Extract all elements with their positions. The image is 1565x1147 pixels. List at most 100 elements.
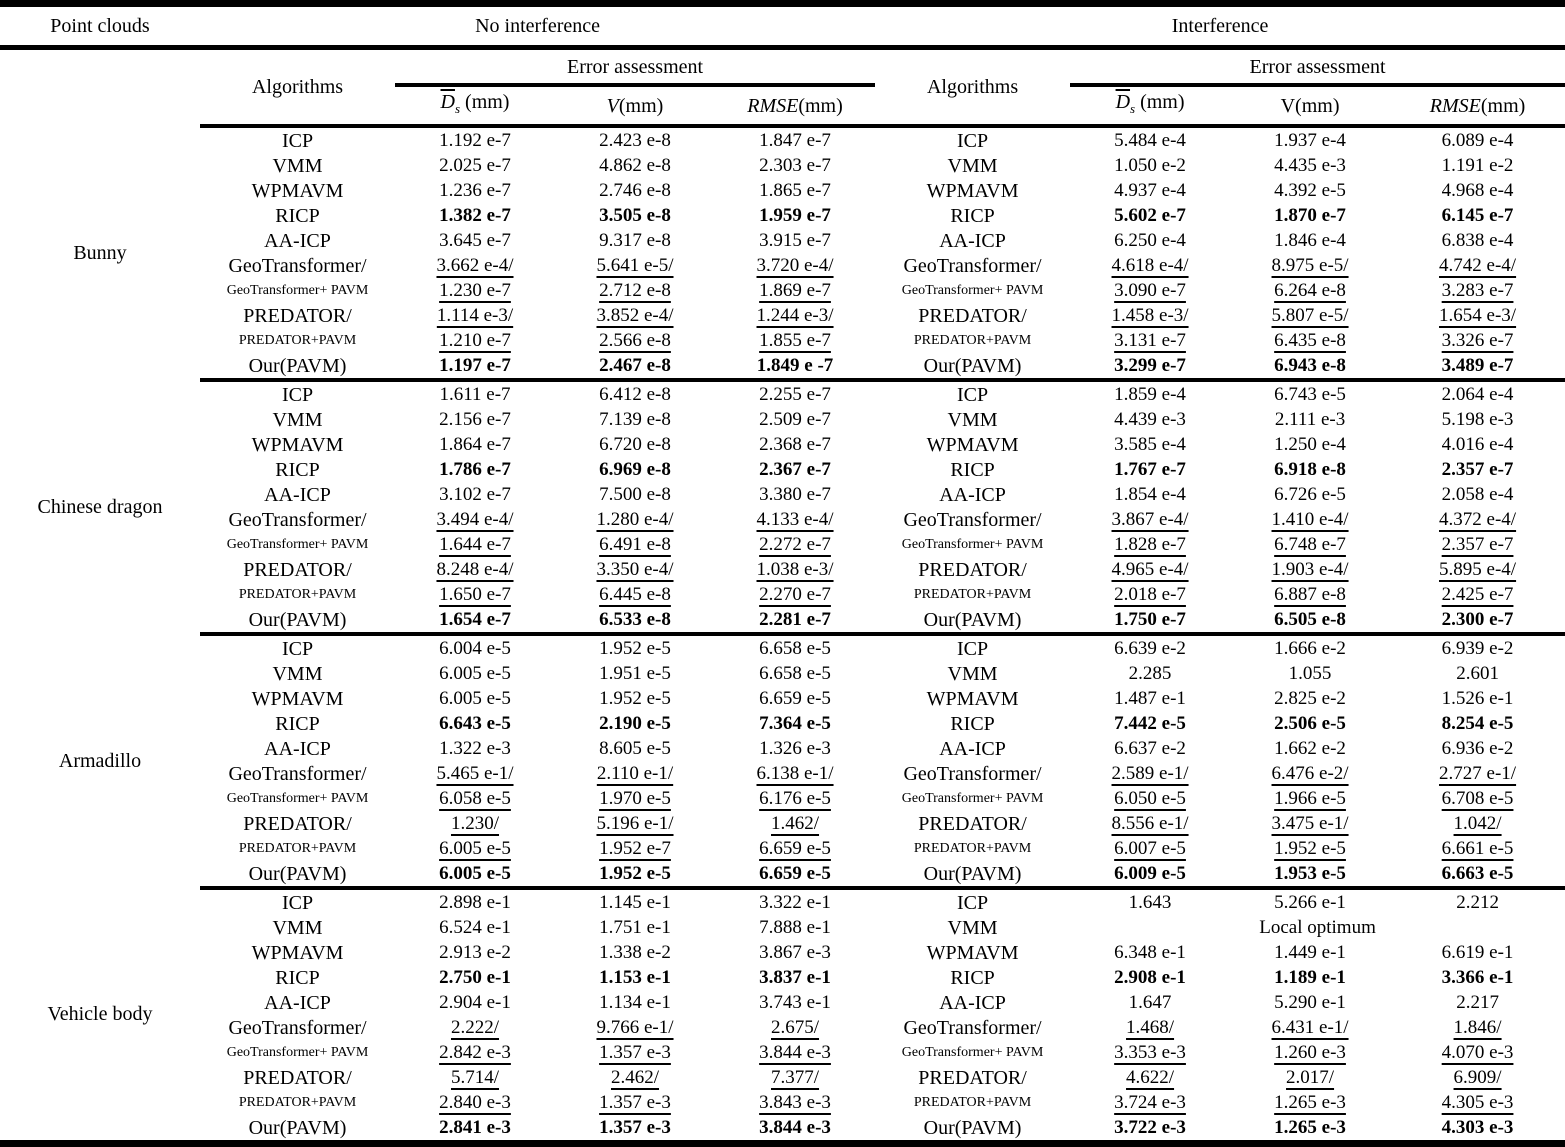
underlined-value: 6.058 e-5: [439, 787, 511, 809]
metric-value-cell: 6.348 e-1: [1114, 941, 1186, 963]
underlined-value: 2.357 e-7: [1441, 533, 1514, 555]
rmse-unit: (mm): [1480, 94, 1526, 117]
metric-value-cell: 1.869 e-7: [715, 278, 875, 303]
metric-value-cell: 2.462/: [555, 1065, 715, 1090]
table-row: WPMAVM 1.236 e-7 2.746 e-8 1.865 e-7 WPMAVM 4…: [0, 178, 1565, 203]
metric-value-cell: 1.849 e -7: [715, 353, 876, 382]
metric-value-cell: 2.190 e-5: [599, 712, 671, 734]
metric-value-cell: 1.750 e-7: [1070, 607, 1231, 636]
metric-value-cell: 6.943 e-8: [1230, 353, 1391, 382]
algorithm-label: PREDATOR/: [918, 558, 1027, 581]
underlined-value: 3.283 e-7: [1441, 279, 1514, 301]
underlined-value: 1.458 e-3/: [1111, 304, 1189, 326]
table-row: Our(PAVM) 6.005 e-5 1.952 e-5 6.659 e-5 Our(…: [0, 861, 1565, 890]
algorithm-label: PREDATOR+PAVM: [913, 332, 1032, 348]
metric-value-cell: 3.724 e-3: [1070, 1090, 1230, 1115]
metric-value-cell: 6.476 e-2/: [1230, 761, 1390, 786]
underlined-value: 6.176 e-5: [759, 787, 831, 809]
metric-value-cell: 3.837 e-1: [759, 966, 831, 988]
metric-value-cell: 6.643 e-5: [439, 712, 511, 734]
algorithm-label: GeoTransformer+ PAVM: [226, 282, 369, 298]
metric-value-cell: 6.005 e-5: [395, 861, 555, 890]
metric-value-cell: 1.250 e-4: [1274, 433, 1346, 455]
metric-value-cell: 1.865 e-7: [759, 179, 831, 201]
underlined-value: 1.846/: [1453, 1016, 1502, 1038]
algorithm-label: PREDATOR+PAVM: [913, 586, 1032, 602]
metric-value-cell: 3.720 e-4/: [715, 253, 875, 278]
algorithm-label: Our(PAVM): [875, 861, 1071, 890]
algorithm-label: RICP: [275, 204, 320, 227]
metric-value-cell: 3.494 e-4/: [395, 507, 555, 532]
metric-value-cell: 8.605 e-5: [599, 737, 671, 759]
algorithm-label: GeoTransformer/: [228, 254, 367, 277]
underlined-value: 1.114 e-3/: [436, 304, 514, 326]
metric-value-cell: 2.018 e-7: [1070, 582, 1230, 607]
underlined-value: 8.556 e-1/: [1111, 812, 1189, 834]
ds-subscript: s: [454, 101, 461, 116]
table-row: Vehicle body ICP 2.898 e-1 1.145 e-1 3.322 e…: [0, 888, 1565, 1026]
metric-value-cell: 1.966 e-5: [1230, 786, 1390, 811]
rmse-unit: (mm): [798, 94, 843, 117]
metric-value-cell: 1.042/: [1390, 811, 1565, 836]
underlined-value: 3.843 e-3: [759, 1091, 831, 1113]
metric-value-cell: 6.936 e-2: [1441, 737, 1514, 759]
metric-value-cell: 2.064 e-4: [1441, 383, 1514, 405]
algorithm-label: PREDATOR+PAVM: [238, 840, 357, 856]
ds-subscript: s: [1130, 101, 1136, 116]
point-cloud-label: Chinese dragon: [37, 496, 163, 518]
algorithm-label: Our(PAVM): [248, 1116, 347, 1139]
metric-value-cell: 1.870 e-7: [1274, 204, 1346, 226]
underlined-value: 5.714/: [450, 1066, 500, 1088]
underlined-value: 2.589 e-1/: [1111, 762, 1189, 784]
table-row: AA-ICP 2.904 e-1 1.134 e-1 3.743 e-1 AA-ICP 1…: [0, 990, 1565, 1015]
metric-value-cell: 4.937 e-4: [1114, 179, 1186, 201]
metric-value-cell: 2.840 e-3: [395, 1090, 555, 1115]
underlined-value: 5.895 e-4/: [1439, 558, 1517, 580]
algorithm-label: VMM: [272, 916, 323, 939]
metric-value-cell: 8.975 e-5/: [1230, 253, 1390, 278]
metric-value-cell: 1.265 e-3: [1230, 1090, 1390, 1115]
metric-value-cell: 1.666 e-2: [1274, 637, 1346, 659]
underlined-value: 1.828 e-7: [1114, 533, 1186, 555]
metric-value-cell: 2.675/: [715, 1015, 875, 1040]
underlined-value: 1.260 e-3: [1274, 1041, 1346, 1063]
metric-value-cell: 5.196 e-1/: [555, 811, 715, 836]
metric-value-cell: 1.846 e-4: [1274, 229, 1346, 251]
metric-value-cell: 2.842 e-3: [395, 1040, 555, 1065]
metric-value-cell: 1.767 e-7: [1114, 458, 1186, 480]
table-row: Ds (mm) V(mm) RMSE(mm) Ds (mm) V(mm) RMS…: [0, 85, 1565, 128]
metric-value-cell: 3.131 e-7: [1070, 328, 1230, 353]
metric-value-cell: 3.326 e-7: [1390, 328, 1565, 353]
algorithm-label: PREDATOR+PAVM: [913, 840, 1032, 856]
metric-value-cell: 1.643: [1128, 891, 1172, 913]
metric-value-cell: 3.743 e-1: [759, 991, 831, 1013]
underlined-value: 1.970 e-5: [599, 787, 671, 809]
metric-value-cell: 4.965 e-4/: [1070, 557, 1230, 582]
algorithm-label: WPMAVM: [926, 687, 1019, 710]
metric-value-cell: 4.435 e-3: [1274, 154, 1346, 176]
metric-value-cell: 6.887 e-8: [1230, 582, 1390, 607]
metric-value-cell: 1.197 e-7: [395, 353, 555, 382]
metric-value-cell: 1.953 e-5: [1230, 861, 1391, 890]
metric-value-cell: 1.487 e-1: [1114, 687, 1186, 709]
table-row: Our(PAVM) 2.841 e-3 1.357 e-3 3.844 e-3 Our(…: [0, 1115, 1565, 1144]
ds-symbol: D: [440, 91, 455, 113]
metric-value-cell: 1.654 e-3/: [1390, 303, 1565, 328]
algorithm-label: ICP: [281, 891, 314, 914]
underlined-value: 6.445 e-8: [599, 583, 671, 605]
algorithm-label: ICP: [956, 891, 989, 914]
algorithm-label: AA-ICP: [939, 737, 1006, 760]
point-cloud-label: Bunny: [73, 242, 127, 264]
metric-value-cell: 1.952 e-5: [555, 861, 715, 890]
metric-value-cell: 1.145 e-1: [599, 891, 671, 913]
algorithm-label: PREDATOR+PAVM: [238, 586, 357, 602]
underlined-value: 7.377/: [771, 1066, 820, 1088]
metric-value-cell: 1.280 e-4/: [555, 507, 715, 532]
metric-value-cell: 3.283 e-7: [1390, 278, 1565, 303]
underlined-value: 6.887 e-8: [1274, 583, 1346, 605]
algorithm-label: RICP: [950, 458, 995, 481]
metric-value-cell: 1.449 e-1: [1274, 941, 1346, 963]
metric-value-cell: 2.898 e-1: [439, 891, 511, 913]
v-symbol: V: [606, 94, 619, 117]
table-row: RICP 6.643 e-5 2.190 e-5 7.364 e-5 RICP 7.442…: [0, 711, 1565, 736]
